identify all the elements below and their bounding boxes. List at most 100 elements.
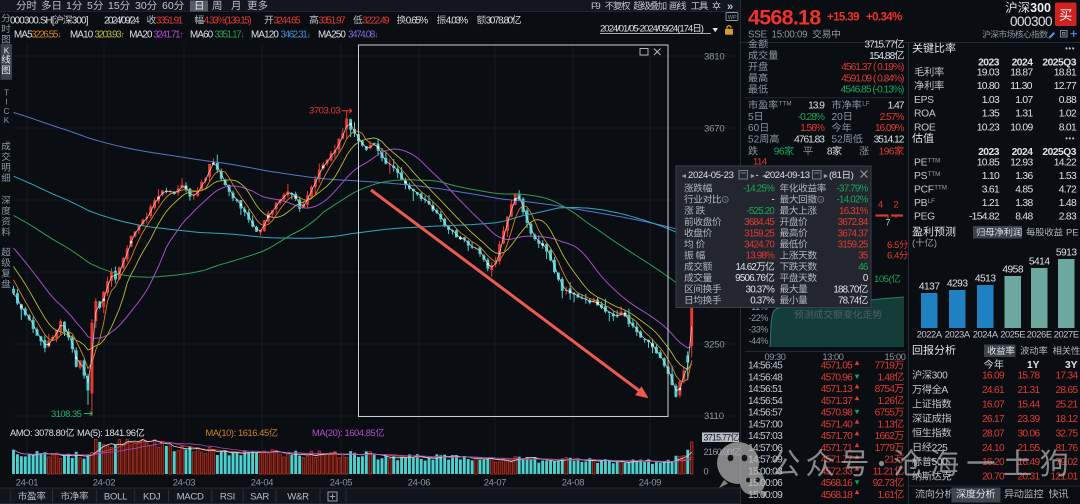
- svg-text:1.47: 1.47: [888, 101, 905, 112]
- svg-text:-14.02%: -14.02%: [837, 195, 869, 206]
- svg-text:K: K: [4, 116, 10, 125]
- svg-text:16.07: 16.07: [982, 399, 1005, 410]
- svg-text:6.4: 6.4: [887, 251, 900, 262]
- svg-text:PCF: PCF: [914, 185, 934, 196]
- svg-text:5913: 5913: [1056, 248, 1077, 259]
- svg-text:3244.65: 3244.65: [273, 15, 301, 26]
- svg-text:1.02: 1.02: [1059, 109, 1077, 120]
- svg-text:10.09: 10.09: [1010, 122, 1033, 133]
- svg-text:(: (: [912, 237, 916, 248]
- svg-text:188.70: 188.70: [833, 284, 860, 295]
- svg-text:4546.85 (-0.13%): 4546.85 (-0.13%): [841, 85, 904, 96]
- svg-text:MA(5): 1841.96: MA(5): 1841.96: [77, 428, 136, 438]
- svg-text:2025Q3: 2025Q3: [1042, 147, 1076, 158]
- svg-text:1: 1: [66, 0, 72, 12]
- svg-text:79.02: 79.02: [1055, 457, 1078, 468]
- svg-text:►: ►: [750, 173, 757, 180]
- svg-text:5: 5: [87, 0, 93, 12]
- svg-text:21.31: 21.31: [1017, 385, 1040, 396]
- svg-text:60: 60: [748, 123, 760, 134]
- svg-text:3078.80: 3078.80: [486, 15, 514, 26]
- svg-text:6755: 6755: [875, 408, 896, 419]
- svg-text:4.72: 4.72: [1059, 185, 1077, 196]
- svg-text:4570.96: 4570.96: [821, 372, 853, 383]
- svg-text:28.65: 28.65: [1055, 385, 1078, 396]
- svg-text:81.76: 81.76: [1055, 443, 1078, 454]
- svg-text:24-08: 24-08: [562, 477, 585, 488]
- svg-text:16.31%: 16.31%: [839, 206, 869, 217]
- svg-text:2.83: 2.83: [1059, 212, 1077, 223]
- svg-text:-22%: -22%: [749, 313, 769, 323]
- svg-text:1.61: 1.61: [877, 490, 895, 501]
- svg-text:3159.25: 3159.25: [744, 228, 775, 239]
- svg-text:4571.13: 4571.13: [821, 384, 853, 395]
- svg-text:4137: 4137: [919, 282, 940, 293]
- svg-text:15:00:03: 15:00:03: [748, 466, 783, 477]
- svg-text:15:00:09: 15:00:09: [748, 490, 783, 501]
- svg-text:2022A: 2022A: [917, 330, 943, 340]
- svg-text:4571.05: 4571.05: [821, 361, 853, 372]
- svg-text:24-02: 24-02: [93, 477, 116, 488]
- svg-text:MA10: MA10: [70, 29, 94, 40]
- svg-text:11.30: 11.30: [1010, 81, 1032, 92]
- svg-text:BOLL: BOLL: [104, 492, 128, 503]
- svg-text:4571.71: 4571.71: [821, 443, 853, 454]
- svg-text:4561.37 ( 0.19%): 4561.37 ( 0.19%): [841, 62, 904, 73]
- svg-text:►: ►: [823, 173, 830, 180]
- svg-text:1.07: 1.07: [1015, 95, 1033, 106]
- svg-text:MACD: MACD: [177, 492, 204, 503]
- svg-text:3108.35: 3108.35: [51, 408, 82, 419]
- svg-text:PE: PE: [914, 158, 928, 169]
- svg-text:5414: 5414: [1029, 257, 1050, 268]
- svg-text:-14.25%: -14.25%: [743, 184, 775, 195]
- svg-text:225: 225: [932, 443, 949, 454]
- svg-text:4571.70: 4571.70: [821, 431, 853, 442]
- svg-text:MA120: MA120: [251, 29, 279, 40]
- svg-text:14:57:00: 14:57:00: [748, 419, 783, 430]
- svg-text:4568.18: 4568.18: [748, 6, 821, 30]
- svg-text:3351.91: 3351.91: [156, 15, 183, 26]
- svg-text:0: 0: [863, 273, 869, 284]
- svg-text:2023A: 2023A: [945, 330, 971, 340]
- svg-text:6.5: 6.5: [887, 240, 899, 251]
- svg-text:2026E: 2026E: [1027, 330, 1052, 340]
- svg-text:4570.98: 4570.98: [821, 408, 853, 419]
- svg-text:PS: PS: [914, 171, 928, 182]
- svg-text:500: 500: [932, 457, 949, 468]
- svg-text:TTM: TTM: [934, 184, 947, 191]
- svg-text:WP: WP: [728, 15, 737, 21]
- svg-text:W&R: W&R: [287, 492, 309, 503]
- svg-text:1.13: 1.13: [877, 419, 895, 430]
- svg-text:24-07: 24-07: [484, 477, 507, 488]
- svg-text:15:00: 15:00: [884, 352, 905, 362]
- svg-text:-33%: -33%: [749, 325, 769, 335]
- svg-text:1.56%: 1.56%: [800, 123, 825, 134]
- svg-text:17.34: 17.34: [1055, 371, 1078, 382]
- svg-text:2.57%: 2.57%: [880, 112, 905, 123]
- svg-text:TTM: TTM: [928, 157, 941, 164]
- svg-text:SSE 15:00:09: SSE 15:00:09: [748, 30, 812, 41]
- svg-text:10.85: 10.85: [977, 158, 1000, 169]
- svg-text:1.48: 1.48: [877, 372, 895, 383]
- svg-text:5: 5: [748, 112, 754, 123]
- svg-text:1.36: 1.36: [1015, 171, 1033, 182]
- svg-text:1.31: 1.31: [1015, 109, 1033, 120]
- svg-text:◄: ◄: [681, 173, 688, 180]
- svg-text:PE: PE: [1066, 227, 1079, 238]
- svg-text:30.37%: 30.37%: [746, 284, 776, 295]
- svg-text:24-09: 24-09: [639, 477, 662, 488]
- svg-text:8.01: 8.01: [1059, 122, 1077, 133]
- svg-text:2024/09/24: 2024/09/24: [104, 15, 140, 26]
- svg-text:21.55: 21.55: [1017, 443, 1040, 454]
- svg-text:10.80: 10.80: [977, 81, 1000, 92]
- svg-text:A: A: [941, 385, 948, 396]
- svg-text:3203.93: 3203.93: [94, 29, 122, 40]
- svg-text:3351.17: 3351.17: [214, 29, 241, 40]
- svg-text:78.74: 78.74: [838, 296, 860, 307]
- svg-text:000300.SH[: 000300.SH[: [10, 15, 55, 26]
- svg-text:2025Q3: 2025Q3: [1042, 58, 1076, 69]
- svg-text:18.12: 18.12: [1055, 414, 1078, 425]
- svg-text:18.87: 18.87: [1010, 68, 1033, 79]
- svg-text:12.93: 12.93: [1010, 158, 1033, 169]
- svg-text:↓: ↓: [374, 29, 378, 39]
